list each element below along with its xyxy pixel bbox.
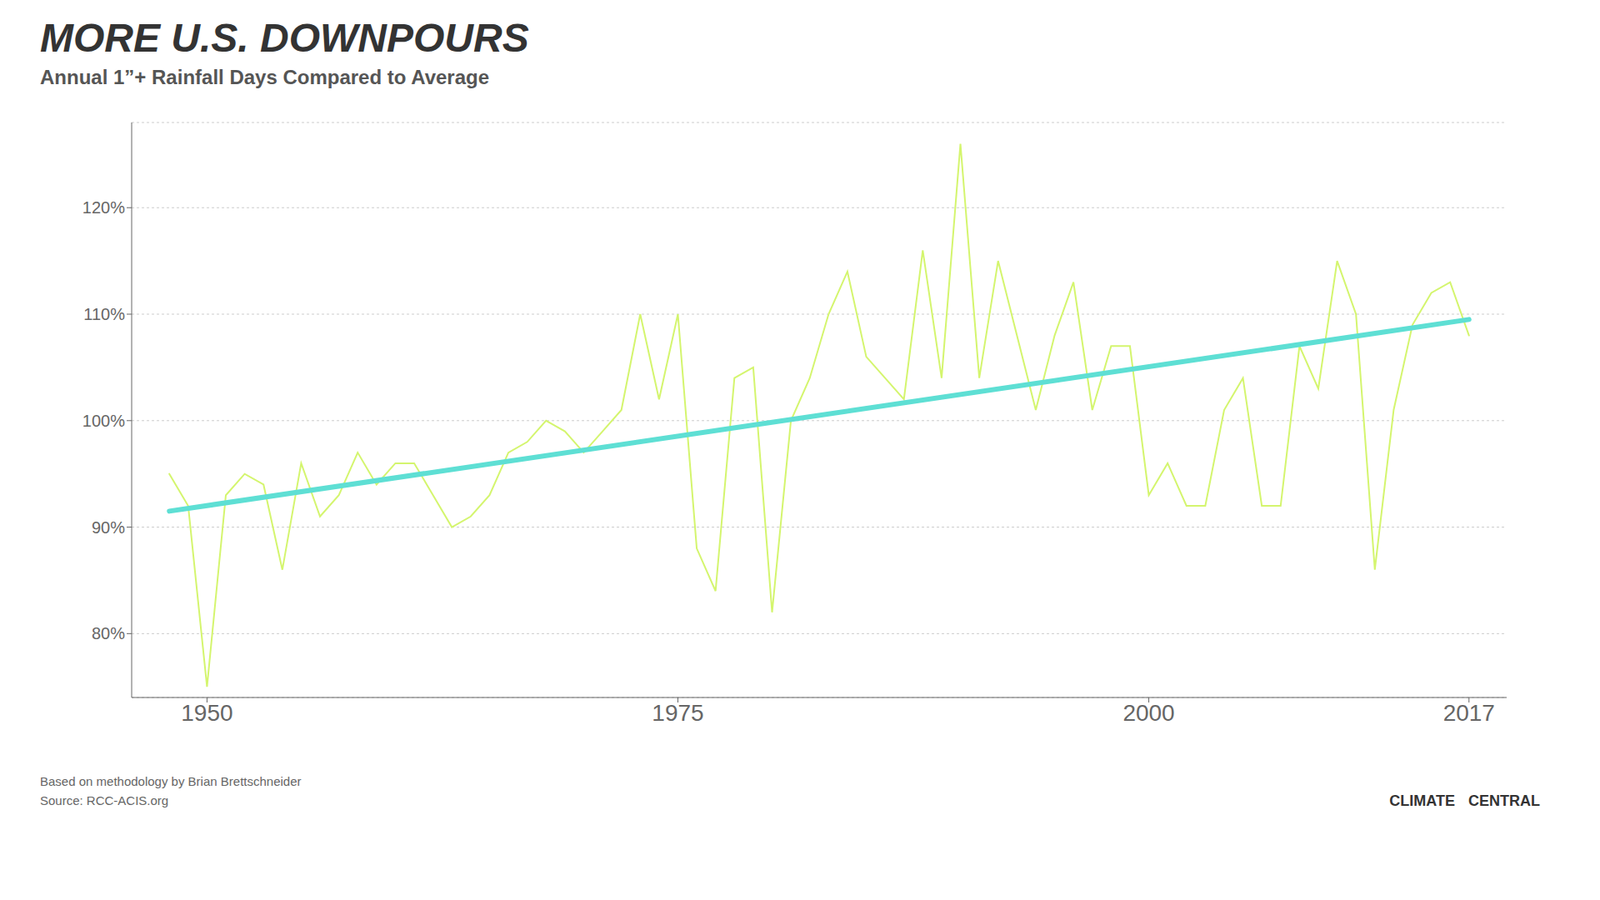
html-text:MORE U.S. DOWNPOURS: MORE U.S. DOWNPOURS — [40, 15, 529, 60]
html-text:Based on methodology by Brian: Based on methodology by Brian Brettschne… — [40, 774, 302, 789]
svg-text:2017: 2017 — [1443, 700, 1495, 726]
svg-text:90%: 90% — [91, 518, 125, 537]
svg-text:120%: 120% — [82, 198, 125, 217]
svg-text:80%: 80% — [91, 624, 125, 643]
html-text:CLIMATE: CLIMATE — [1389, 792, 1455, 810]
html-text:CENTRAL: CENTRAL — [1468, 792, 1540, 810]
svg-text:1975: 1975 — [651, 700, 704, 726]
html-text:Source: RCC-ACIS.org: Source: RCC-ACIS.org — [40, 792, 169, 808]
svg-text:2000: 2000 — [1122, 700, 1175, 726]
svg-text:100%: 100% — [82, 411, 125, 430]
svg-text:1950: 1950 — [180, 700, 233, 726]
html-text:Annual 1”+ Rainfall Days Compa: Annual 1”+ Rainfall Days Compared to Ave… — [40, 65, 490, 89]
svg-text:110%: 110% — [83, 305, 125, 324]
